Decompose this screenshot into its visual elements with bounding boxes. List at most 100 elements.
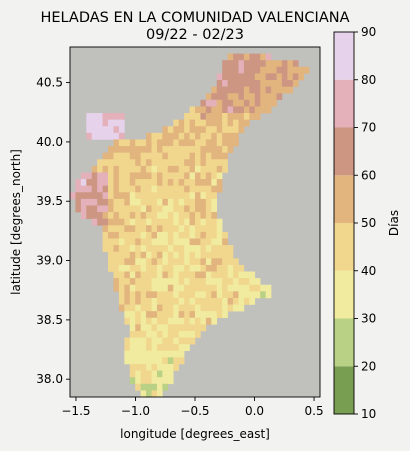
heatmap-cell bbox=[167, 238, 174, 246]
heatmap-cell bbox=[287, 86, 294, 94]
heatmap-cell bbox=[243, 119, 250, 127]
heatmap-cell bbox=[156, 304, 163, 312]
heatmap-cell bbox=[162, 363, 169, 371]
heatmap-cell bbox=[173, 146, 179, 153]
heatmap-cell bbox=[162, 245, 169, 253]
heatmap-cell bbox=[205, 93, 212, 101]
heatmap-cell bbox=[129, 357, 136, 365]
heatmap-cell bbox=[178, 304, 185, 312]
heatmap-cell bbox=[129, 377, 136, 385]
heatmap-cell bbox=[151, 225, 158, 233]
heatmap-cell bbox=[113, 185, 120, 193]
heatmap-cell bbox=[140, 146, 147, 153]
heatmap-cell bbox=[167, 185, 174, 193]
heatmap-cell bbox=[233, 60, 239, 68]
heatmap-cell bbox=[140, 198, 147, 206]
heatmap-cell bbox=[102, 179, 109, 186]
heatmap-cell bbox=[118, 264, 125, 272]
heatmap-cell bbox=[135, 324, 141, 332]
heatmap-cell bbox=[162, 159, 169, 167]
heatmap-cell bbox=[113, 159, 120, 167]
heatmap-cell bbox=[205, 106, 212, 114]
heatmap-cell bbox=[135, 383, 141, 391]
heatmap-cell bbox=[200, 251, 207, 259]
heatmap-cell bbox=[146, 159, 152, 167]
heatmap-cell bbox=[113, 172, 120, 180]
heatmap-cell bbox=[233, 86, 239, 94]
heatmap-cell bbox=[222, 258, 228, 266]
heatmap-cell bbox=[102, 165, 109, 173]
heatmap-cell bbox=[227, 93, 234, 101]
heatmap-cell bbox=[108, 231, 114, 239]
heatmap-cell bbox=[113, 146, 120, 153]
heatmap-cell bbox=[173, 344, 179, 352]
heatmap-cell bbox=[113, 258, 120, 266]
heatmap-cell bbox=[135, 225, 141, 233]
heatmap-cell bbox=[211, 165, 218, 173]
heatmap-cell bbox=[184, 146, 190, 153]
heatmap-cell bbox=[243, 113, 250, 120]
heatmap-cell bbox=[156, 390, 163, 398]
heatmap-cell bbox=[118, 258, 125, 266]
heatmap-cell bbox=[249, 53, 256, 61]
y-tick-label: 40.0 bbox=[36, 135, 63, 149]
heatmap-cell bbox=[162, 132, 169, 140]
heatmap-cell bbox=[178, 152, 185, 160]
heatmap-cell bbox=[124, 311, 131, 319]
heatmap-cell bbox=[222, 231, 228, 239]
heatmap-cell bbox=[178, 231, 185, 239]
heatmap-cell bbox=[195, 119, 201, 127]
heatmap-cell bbox=[146, 238, 152, 246]
heatmap-cell bbox=[140, 278, 147, 286]
heatmap-cell bbox=[211, 126, 218, 134]
heatmap-cell bbox=[146, 357, 152, 365]
heatmap-cell bbox=[222, 278, 228, 286]
heatmap-cell bbox=[276, 73, 283, 81]
heatmap-cell bbox=[113, 264, 120, 272]
heatmap-cell bbox=[271, 93, 277, 101]
heatmap-cell bbox=[200, 238, 207, 246]
heatmap-cell bbox=[140, 271, 147, 279]
heatmap-cell bbox=[173, 231, 179, 239]
heatmap-cell bbox=[135, 363, 141, 371]
heatmap-cell bbox=[146, 330, 152, 338]
heatmap-cell bbox=[162, 212, 169, 219]
heatmap-cell bbox=[222, 284, 228, 292]
heatmap-cell bbox=[200, 152, 207, 160]
heatmap-cell bbox=[184, 330, 190, 338]
heatmap-cell bbox=[271, 80, 277, 87]
heatmap-cell bbox=[178, 350, 185, 358]
heatmap-cell bbox=[129, 370, 136, 378]
heatmap-cell bbox=[167, 311, 174, 319]
heatmap-cell bbox=[146, 317, 152, 325]
heatmap-cell bbox=[265, 86, 272, 94]
heatmap-cell bbox=[189, 258, 196, 266]
x-axis-ticks: −1.5 −1.0 −0.5 0.0 0.5 bbox=[61, 397, 324, 418]
heatmap-cell bbox=[216, 80, 223, 87]
heatmap-cell bbox=[129, 271, 136, 279]
heatmap-cell bbox=[118, 245, 125, 253]
heatmap-cell bbox=[151, 363, 158, 371]
heatmap-cell bbox=[146, 185, 152, 193]
heatmap-cell bbox=[146, 146, 152, 153]
heatmap-cell bbox=[135, 317, 141, 325]
heatmap-cell bbox=[243, 66, 250, 74]
heatmap-cell bbox=[205, 271, 212, 279]
heatmap-cell bbox=[205, 113, 212, 120]
heatmap-cell bbox=[222, 119, 228, 127]
heatmap-cell bbox=[216, 185, 223, 193]
heatmap-cell bbox=[222, 297, 228, 305]
heatmap-cell bbox=[124, 291, 131, 299]
heatmap-cell bbox=[97, 126, 103, 134]
heatmap-cell bbox=[233, 113, 239, 120]
heatmap-cell bbox=[129, 278, 136, 286]
heatmap-cell bbox=[129, 179, 136, 186]
heatmap-cell bbox=[271, 60, 277, 68]
heatmap-cell bbox=[271, 66, 277, 74]
heatmap-cell bbox=[129, 251, 136, 259]
heatmap-cell bbox=[151, 297, 158, 305]
heatmap-cell bbox=[222, 291, 228, 299]
heatmap-cell bbox=[205, 258, 212, 266]
heatmap-cell bbox=[233, 93, 239, 101]
heatmap-cell bbox=[173, 350, 179, 358]
